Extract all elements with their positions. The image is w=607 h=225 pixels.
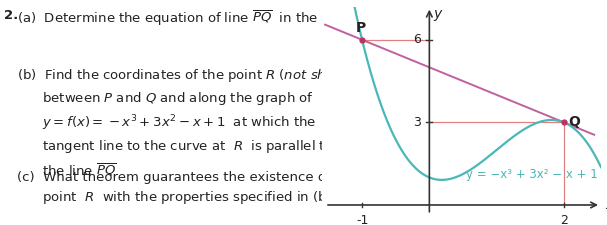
- Text: P: P: [356, 21, 366, 35]
- Text: Q: Q: [569, 115, 580, 129]
- Text: -1: -1: [356, 214, 368, 225]
- Text: (b)  Find the coordinates of the point $R$ ($\mathit{not\ shown}$)
      between: (b) Find the coordinates of the point $R…: [17, 68, 359, 178]
- Text: 3: 3: [413, 116, 421, 129]
- Text: (a)  Determine the equation of line $\overline{PQ}$  in the figure.: (a) Determine the equation of line $\ove…: [17, 9, 365, 28]
- Text: 2.: 2.: [4, 9, 18, 22]
- Text: y = −x³ + 3x² − x + 1: y = −x³ + 3x² − x + 1: [466, 168, 598, 181]
- Text: $y$: $y$: [433, 8, 444, 23]
- Text: 6: 6: [413, 33, 421, 46]
- Text: $x$: $x$: [605, 198, 607, 212]
- Text: 2: 2: [560, 214, 568, 225]
- Text: (c)  What theorem guarantees the existence of a
      point  $R$  with the prope: (c) What theorem guarantees the existenc…: [17, 171, 344, 206]
